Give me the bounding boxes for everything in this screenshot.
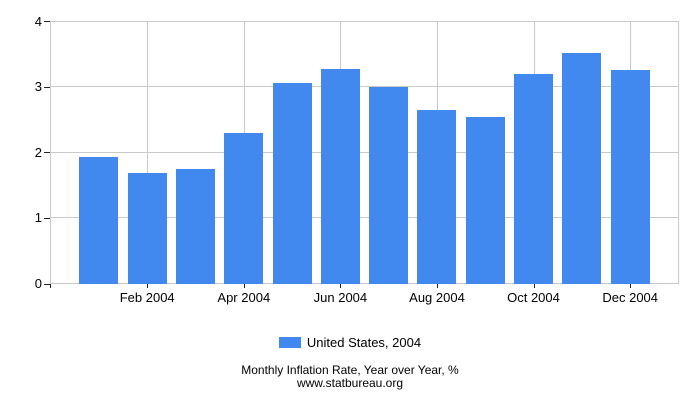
- gridline-horizontal: [50, 86, 679, 88]
- x-axis-tick-label: Aug 2004: [409, 290, 465, 305]
- bar-sep[interactable]: [465, 116, 505, 284]
- gridline-horizontal: [50, 20, 679, 22]
- gridline-horizontal: [50, 283, 679, 284]
- bar-jul[interactable]: [369, 87, 409, 284]
- legend: United States, 2004: [0, 335, 700, 350]
- bar-nov[interactable]: [562, 52, 602, 284]
- y-axis-tick-label: 0: [34, 276, 42, 291]
- gridline-vertical: [50, 21, 51, 284]
- plot-area: [50, 20, 679, 284]
- x-axis-tick: [50, 283, 51, 288]
- y-axis-tick: [44, 283, 50, 285]
- x-axis-tick-label: Dec 2004: [602, 290, 659, 305]
- bar-jan[interactable]: [79, 156, 119, 284]
- y-axis-tick: [44, 152, 50, 154]
- gridline-vertical: [678, 21, 679, 284]
- chart-source: www.statbureau.org: [296, 376, 404, 390]
- y-axis-tick-label: 3: [34, 79, 42, 95]
- y-axis-tick: [44, 217, 50, 219]
- x-axis-tick: [340, 283, 342, 288]
- bar-dec[interactable]: [610, 69, 650, 284]
- bar-may[interactable]: [272, 83, 312, 284]
- chart-title: Monthly Inflation Rate, Year over Year, …: [241, 363, 459, 377]
- legend-label: United States, 2004: [306, 335, 422, 350]
- x-axis-tick: [533, 283, 535, 288]
- x-axis-tick-label: Feb 2004: [119, 290, 175, 305]
- x-axis-tick-label: Apr 2004: [217, 290, 271, 305]
- y-axis-tick-label: 1: [34, 210, 42, 226]
- bar-apr[interactable]: [224, 133, 264, 284]
- bar-aug[interactable]: [417, 109, 457, 284]
- x-axis-tick: [437, 283, 438, 288]
- gridline-horizontal: [50, 151, 679, 153]
- x-axis-tick: [243, 283, 245, 288]
- bar-feb[interactable]: [127, 172, 167, 284]
- x-axis-tick: [630, 283, 632, 288]
- gridline-horizontal: [50, 217, 679, 219]
- bar-mar[interactable]: [176, 169, 215, 284]
- bar-jun[interactable]: [320, 68, 360, 284]
- y-axis-tick: [44, 86, 50, 88]
- x-axis-tick-label: Oct 2004: [507, 290, 560, 305]
- legend-swatch: [278, 337, 301, 348]
- gridline-vertical: [147, 21, 149, 284]
- x-axis-tick-label: Jun 2004: [313, 290, 368, 305]
- y-axis-tick-label: 4: [34, 13, 42, 29]
- y-axis-tick: [44, 21, 50, 22]
- chart-footer: Monthly Inflation Rate, Year over Year, …: [0, 364, 700, 390]
- y-axis-tick-label: 2: [34, 144, 42, 160]
- bar-oct[interactable]: [514, 74, 554, 284]
- x-axis-tick: [147, 283, 149, 288]
